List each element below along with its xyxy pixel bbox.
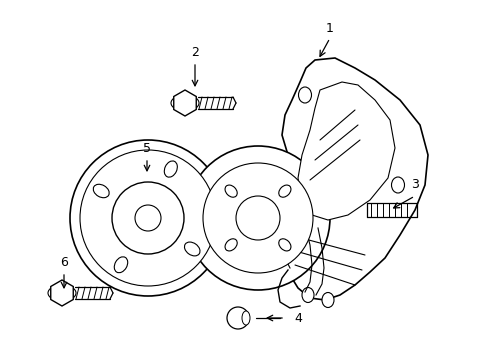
Ellipse shape (224, 239, 237, 251)
Circle shape (185, 146, 329, 290)
Polygon shape (51, 280, 73, 306)
Polygon shape (173, 90, 196, 116)
Ellipse shape (391, 177, 404, 193)
Ellipse shape (278, 239, 290, 251)
Text: 2: 2 (191, 45, 199, 58)
Ellipse shape (224, 185, 237, 197)
Polygon shape (297, 82, 394, 220)
Ellipse shape (171, 95, 199, 111)
Ellipse shape (48, 285, 76, 301)
Ellipse shape (164, 161, 177, 177)
Ellipse shape (321, 292, 333, 307)
Text: 1: 1 (325, 22, 333, 35)
Ellipse shape (114, 257, 127, 273)
Text: 3: 3 (410, 179, 418, 192)
Circle shape (70, 140, 225, 296)
Circle shape (236, 196, 280, 240)
Text: 5: 5 (142, 141, 151, 154)
Circle shape (226, 307, 248, 329)
Ellipse shape (184, 242, 200, 256)
Ellipse shape (278, 185, 290, 197)
Ellipse shape (302, 288, 313, 302)
Circle shape (203, 163, 312, 273)
Text: 4: 4 (293, 311, 301, 324)
Circle shape (135, 205, 161, 231)
Ellipse shape (93, 184, 109, 198)
Ellipse shape (242, 311, 249, 325)
Text: 6: 6 (60, 256, 68, 269)
Ellipse shape (298, 87, 311, 103)
Circle shape (80, 150, 216, 286)
Circle shape (112, 182, 183, 254)
Polygon shape (280, 58, 427, 300)
